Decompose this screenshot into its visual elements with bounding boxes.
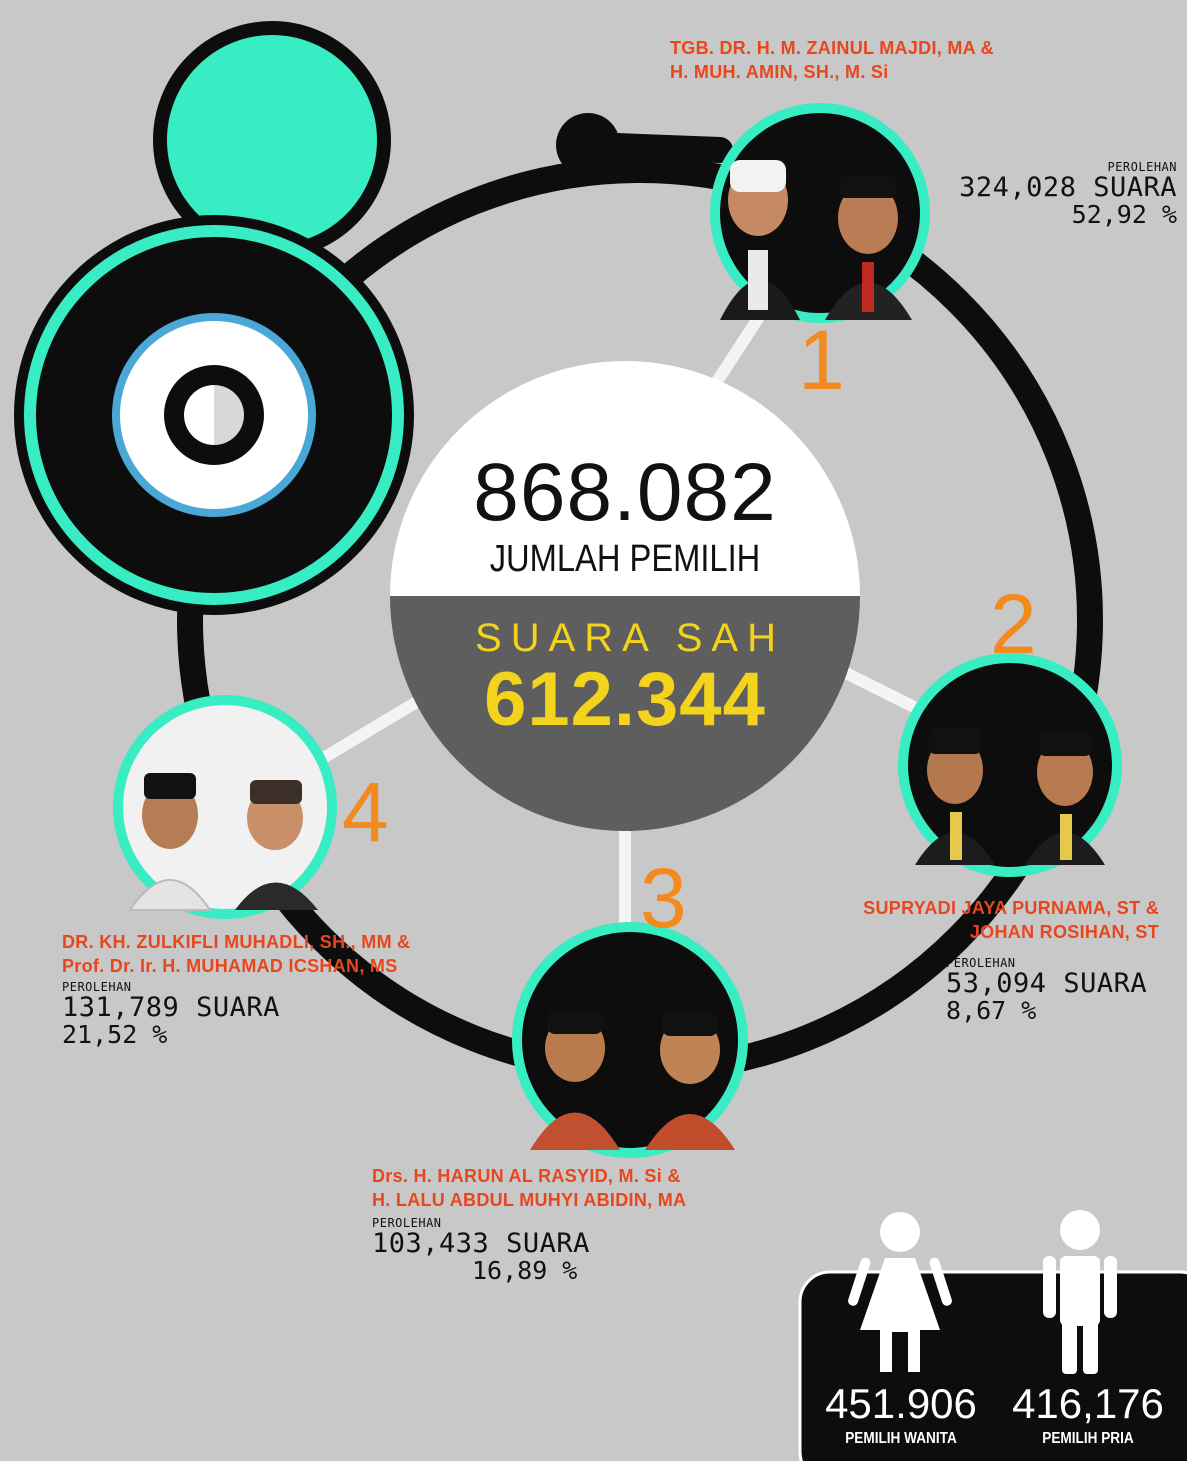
center-circle [390, 361, 860, 831]
perolehan-label: PEROLEHAN [372, 1216, 442, 1230]
candidate-name-4-line1: DR. KH. ZULKIFLI MUHADLI, SH., MM & [62, 932, 411, 952]
candidate-name-1-line1: TGB. DR. H. M. ZAINUL MAJDI, MA & [670, 38, 994, 58]
candidate-percent-2: 8,67 % [946, 996, 1037, 1025]
candidate-photo-1 [710, 103, 930, 323]
votes-unit: SUARA [506, 1228, 590, 1259]
candidate-number-2: 2 [990, 577, 1037, 671]
votes-value: 53,094 [946, 968, 1047, 999]
female-voters-value: 451.906 [825, 1380, 977, 1427]
candidate-photo-4 [113, 695, 337, 919]
male-voters-label: PEMILIH PRIA [1042, 1430, 1134, 1447]
candidate-photo-3 [512, 922, 748, 1158]
perolehan-label: PEROLEHAN [1107, 160, 1177, 174]
female-voters-label: PEMILIH WANITA [845, 1430, 957, 1447]
candidate-photo-2 [898, 653, 1122, 877]
votes-unit: SUARA [1063, 968, 1148, 999]
candidate-name-1: TGB. DR. H. M. ZAINUL MAJDI, MA & H. MUH… [670, 36, 994, 84]
spoke-4 [316, 694, 424, 766]
candidate-percent-1: 52,92 % [1071, 200, 1177, 229]
candidate-percent-3: 16,89 % [472, 1256, 578, 1285]
candidate-name-4-line2: Prof. Dr. Ir. H. MUHAMAD ICSHAN, MS [62, 956, 398, 976]
candidate-percent-4: 21,52 % [62, 1020, 168, 1049]
valid-votes-label: SUARA SAH [475, 616, 785, 660]
candidate-number-1: 1 [798, 313, 845, 407]
candidate-result-2: PEROLEHAN 53,094 SUARA 8,67 % [946, 956, 1147, 1024]
candidate-votes-2: 53,094 SUARA [946, 970, 1147, 998]
perolehan-label: PEROLEHAN [62, 980, 132, 994]
candidate-votes-3: 103,433 SUARA [372, 1230, 590, 1258]
candidate-result-3: PEROLEHAN 103,433 SUARA 16,89 % [372, 1216, 590, 1284]
candidate-name-2-line1: SUPRYADI JAYA PURNAMA, ST & [863, 898, 1159, 918]
candidate-name-3: Drs. H. HARUN AL RASYID, M. Si & H. LALU… [372, 1164, 686, 1212]
candidate-result-1: PEROLEHAN 324,028 SUARA 52,92 % [959, 160, 1177, 228]
total-voters-value: 868.082 [473, 447, 777, 538]
candidate-name-2-line2: JOHAN ROSIHAN, ST [969, 922, 1159, 942]
female-voter-icon [848, 1212, 952, 1372]
candidate-result-4: PEROLEHAN 131,789 SUARA 21,52 % [62, 980, 280, 1048]
candidate-votes-1: 324,028 SUARA [959, 174, 1177, 202]
male-voters-value: 416,176 [1012, 1380, 1164, 1427]
spoke-2 [837, 664, 923, 716]
candidate-name-3-line1: Drs. H. HARUN AL RASYID, M. Si & [372, 1166, 681, 1186]
candidate-votes-4: 131,789 SUARA [62, 994, 280, 1022]
votes-unit: SUARA [1093, 172, 1177, 203]
valid-votes-value: 612.344 [484, 657, 766, 742]
candidate-name-2: SUPRYADI JAYA PURNAMA, ST & JOHAN ROSIHA… [863, 896, 1159, 944]
candidate-number-3: 3 [640, 851, 687, 945]
votes-value: 131,789 [62, 992, 180, 1023]
candidate-name-1-line2: H. MUH. AMIN, SH., M. Si [670, 62, 889, 82]
candidate-number-4: 4 [342, 765, 389, 859]
candidate-name-3-line2: H. LALU ABDUL MUHYI ABIDIN, MA [372, 1190, 687, 1210]
candidate-name-4: DR. KH. ZULKIFLI MUHADLI, SH., MM & Prof… [62, 930, 410, 978]
votes-value: 324,028 [959, 172, 1077, 203]
perolehan-label: PEROLEHAN [946, 956, 1016, 970]
votes-unit: SUARA [196, 992, 280, 1023]
orbit-knob [556, 113, 620, 177]
total-voters-label: JUMLAH PEMILIH [489, 538, 761, 580]
male-voter-icon [1043, 1210, 1117, 1374]
votes-value: 103,433 [372, 1228, 490, 1259]
